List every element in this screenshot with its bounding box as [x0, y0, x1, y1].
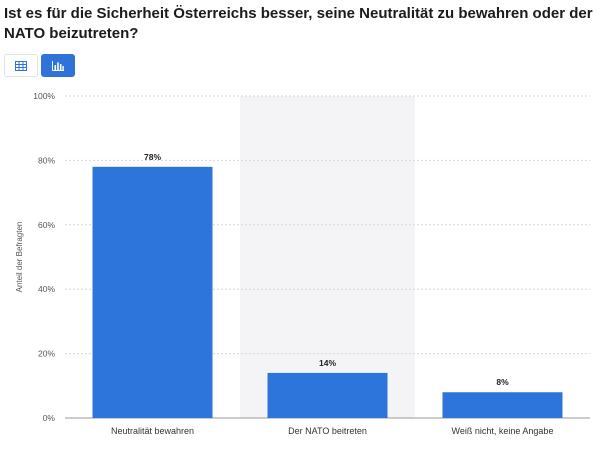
y-tick-label: 100%: [33, 91, 55, 101]
chart-title: Ist es für die Sicherheit Österreichs be…: [4, 5, 593, 42]
data-label: 14%: [319, 358, 336, 368]
y-tick-label: 80%: [38, 155, 55, 165]
y-tick-label: 20%: [38, 349, 55, 359]
bar: [92, 166, 213, 418]
data-label: 78%: [144, 152, 161, 162]
table-view-button[interactable]: [4, 54, 38, 77]
y-tick-label: 60%: [38, 220, 55, 230]
x-tick-label: Neutralität bewahren: [111, 426, 194, 436]
bar: [267, 372, 388, 418]
y-tick-label: 0%: [43, 413, 56, 423]
bar: [442, 392, 563, 418]
data-label: 8%: [496, 377, 509, 387]
highlight-band: [240, 96, 415, 418]
y-axis-label: Anteil der Befragten: [15, 222, 24, 293]
x-tick-label: Der NATO beitreten: [288, 426, 367, 436]
x-tick-label: Weiß nicht, keine Angabe: [452, 426, 554, 436]
bar-chart-icon: [52, 60, 64, 71]
y-tick-label: 40%: [38, 284, 55, 294]
table-icon: [15, 60, 27, 71]
chart-view-button[interactable]: [41, 54, 75, 77]
